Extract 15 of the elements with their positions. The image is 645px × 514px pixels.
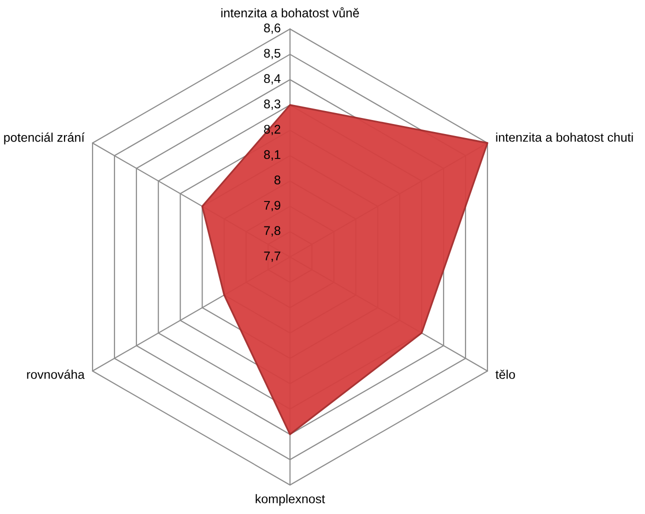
spoke-label: rovnováha (27, 370, 85, 379)
spoke-label: intenzita a bohatost vůně (221, 7, 359, 18)
y-tick-label: 7,9 (264, 200, 280, 212)
y-tick-label: 7,8 (264, 226, 280, 236)
y-tick-label: 8,3 (264, 100, 280, 110)
spoke-label: potenciál zrání (4, 132, 85, 144)
y-tick-label: 8,1 (264, 150, 280, 160)
spoke-label: komplexnost (256, 494, 325, 506)
spoke-label: intenzita a bohatost chuti (496, 132, 633, 142)
y-tick-label: 7,7 (264, 252, 280, 262)
y-tick-label: 8,6 (264, 24, 280, 34)
y-tick-label: 8,5 (264, 48, 280, 60)
y-tick-label: 8 (274, 176, 280, 184)
y-tick-label: 8,4 (264, 74, 281, 84)
spoke-label: tělo (496, 370, 515, 379)
